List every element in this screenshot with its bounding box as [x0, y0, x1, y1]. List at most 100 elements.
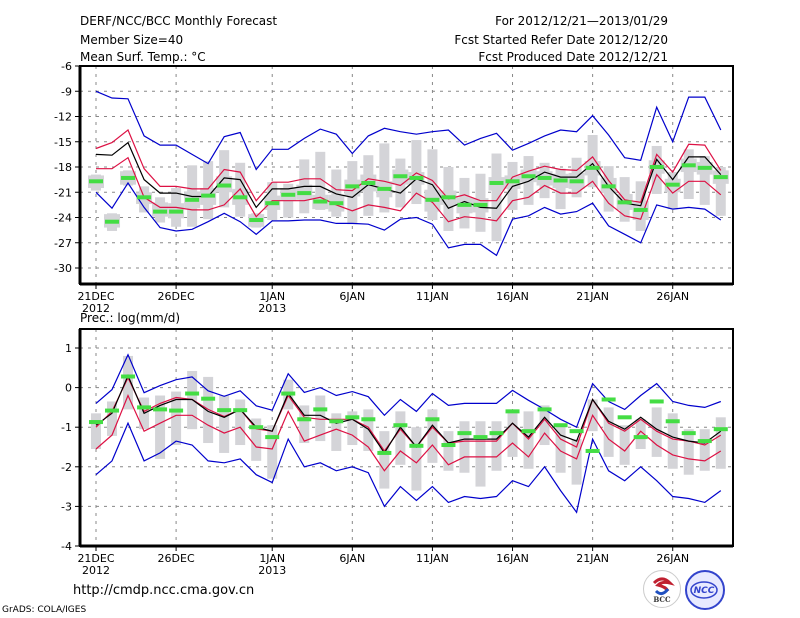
- chart-title: DERF/NCC/BCC Monthly Forecast: [80, 14, 278, 28]
- forecast-marker: [393, 423, 408, 428]
- ensemble-bar: [475, 421, 486, 487]
- forecast-marker: [281, 391, 296, 396]
- forecast-marker: [249, 218, 264, 223]
- x-tick-label: 1JAN: [259, 290, 285, 303]
- member-size: Member Size=40: [80, 33, 184, 47]
- ensemble-bar: [331, 169, 342, 217]
- forecast-marker: [457, 431, 472, 436]
- bcc-logo: BCC: [643, 570, 681, 608]
- y-tick-label: -4: [61, 540, 72, 553]
- bcc-logo-text: BCC: [653, 595, 671, 604]
- lower-spread-line: [96, 156, 722, 223]
- ensemble-bar: [411, 427, 422, 491]
- ensemble-bar: [459, 421, 470, 473]
- ensemble-bar: [395, 411, 406, 465]
- y-tick-label: -18: [54, 161, 72, 174]
- forecast-marker: [217, 408, 232, 413]
- ncc-logo: NCC: [685, 570, 725, 610]
- forecast-marker: [137, 405, 152, 410]
- ensemble-bar: [315, 395, 326, 442]
- forecast-marker: [233, 195, 248, 200]
- ensemble-bar: [107, 401, 118, 436]
- ensemble-bar: [267, 425, 278, 479]
- source-url[interactable]: http://cmdp.ncc.cma.gov.cn: [73, 583, 255, 598]
- ensemble-bar: [299, 405, 310, 444]
- forecast-marker: [489, 431, 504, 436]
- ensemble-bar: [699, 156, 710, 205]
- ensemble-mean-line: [95, 374, 722, 455]
- forecast-marker: [217, 183, 232, 188]
- forecast-marker: [505, 179, 520, 184]
- forecast-marker: [633, 435, 648, 440]
- forecast-marker: [713, 427, 728, 432]
- forecast-marker: [633, 207, 648, 212]
- ncc-logo-icon: NCC: [690, 581, 718, 599]
- grads-credit: GrADS: COLA/IGES: [2, 605, 87, 615]
- ensemble-bar: [379, 431, 390, 489]
- ensemble-bar: [667, 413, 678, 469]
- ensemble-bar: [715, 417, 726, 469]
- forecast-marker: [313, 407, 328, 412]
- ensemble-bar: [683, 149, 694, 199]
- forecast-marker: [393, 174, 408, 179]
- forecast-marker: [105, 219, 120, 224]
- ensemble-bar: [603, 407, 614, 457]
- forecast-marker: [473, 435, 488, 440]
- forecast-marker: [505, 409, 520, 414]
- forecast-produced-date: Fcst Produced Date 2012/12/21: [478, 50, 668, 64]
- ensemble-bar: [235, 399, 246, 446]
- forecast-marker: [153, 407, 168, 412]
- y-tick-label: 0: [65, 382, 72, 395]
- forecast-marker: [617, 200, 632, 205]
- bcc-logo-icon: BCC: [652, 577, 675, 604]
- ensemble-bar: [155, 395, 166, 459]
- forecast-marker: [489, 180, 504, 185]
- forecast-marker: [569, 179, 584, 184]
- forecast-marker: [169, 209, 184, 214]
- ensemble-bar: [219, 395, 230, 453]
- forecast-marker: [233, 408, 248, 413]
- ensemble-bar: [555, 425, 566, 473]
- forecast-marker: [361, 180, 376, 185]
- forecast-marker: [649, 399, 664, 404]
- forecast-marker: [537, 175, 552, 180]
- x-tick-label: 16JAN: [496, 552, 529, 565]
- forecast-marker: [361, 417, 376, 422]
- forecast-marker: [553, 423, 568, 428]
- forecast-marker: [105, 408, 120, 413]
- ncc-logo-text: NCC: [694, 586, 715, 596]
- ensemble-bar: [347, 411, 358, 446]
- forecast-marker: [601, 184, 616, 189]
- ensemble-bar: [411, 140, 422, 205]
- forecast-marker: [521, 429, 536, 434]
- ensemble-bar: [251, 418, 262, 461]
- forecast-marker: [713, 175, 728, 180]
- x-tick-label: 6JAN: [339, 552, 365, 565]
- forecast-marker: [697, 165, 712, 170]
- ensemble-bar: [315, 151, 326, 210]
- forecast-marker: [665, 419, 680, 424]
- forecast-marker: [601, 397, 616, 402]
- forecast-marker: [281, 192, 296, 197]
- x-tick-label: 21JAN: [576, 290, 609, 303]
- x-tick-label: 11JAN: [416, 290, 449, 303]
- forecast-marker: [297, 191, 312, 196]
- y-tick-label: -6: [61, 60, 72, 73]
- forecast-marker: [185, 391, 200, 396]
- forecast-marker: [473, 202, 488, 207]
- y-tick-label: 1: [65, 342, 72, 355]
- x-tick-label: 6JAN: [339, 290, 365, 303]
- x-tick-label: 26JAN: [656, 552, 689, 565]
- y-tick-label: -27: [54, 237, 72, 250]
- upper-spread-line: [95, 129, 722, 203]
- y-tick-label: -15: [54, 136, 72, 149]
- forecast-marker: [201, 396, 216, 401]
- forecast-marker: [201, 193, 216, 198]
- ensemble-bar: [123, 355, 134, 410]
- ensemble-bar: [427, 409, 438, 463]
- forecast-marker: [169, 408, 184, 413]
- variable-label: Mean Surf. Temp.: °C: [80, 50, 206, 64]
- x-tick-label: 26JAN: [656, 290, 689, 303]
